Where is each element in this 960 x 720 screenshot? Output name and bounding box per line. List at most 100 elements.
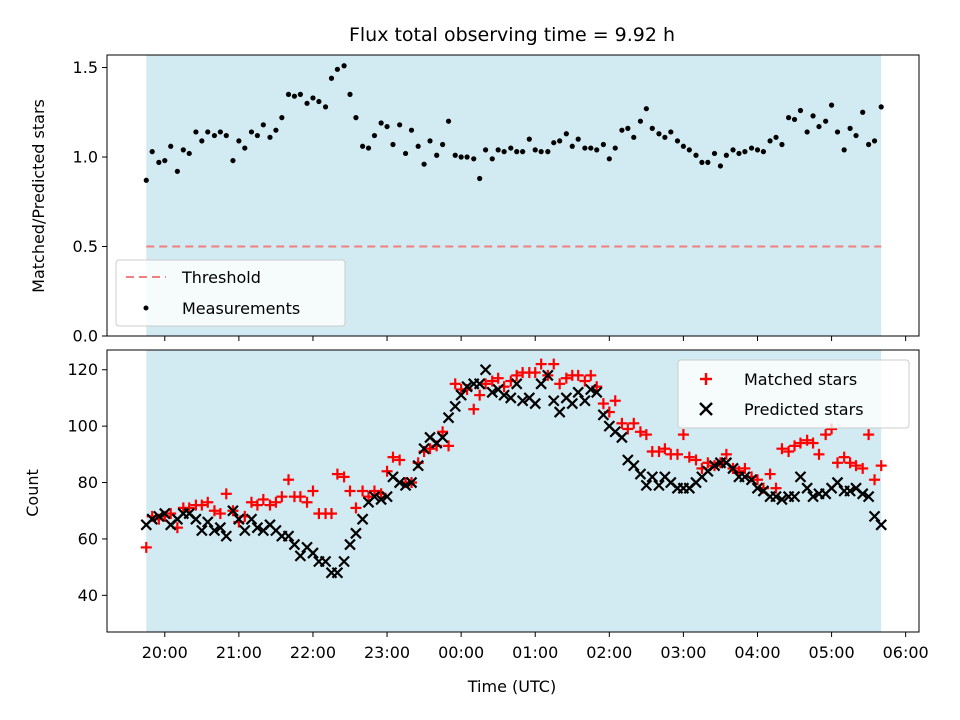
predicted-star-point	[708, 459, 721, 472]
matched-star-point	[863, 429, 875, 441]
bottom-legend: Matched stars Predicted stars	[677, 359, 910, 429]
predicted-star-point	[862, 490, 875, 503]
matched-star-point	[492, 372, 504, 384]
measurement-point	[501, 149, 507, 155]
predicted-star-point	[412, 459, 424, 472]
legend-measurements-swatch	[143, 305, 149, 311]
matched-star-point	[857, 462, 869, 474]
bottom-y-axis-label: Count	[23, 469, 42, 517]
measurement-point	[415, 143, 421, 149]
predicted-star-point	[597, 409, 610, 421]
measurement-point	[637, 118, 644, 124]
measurement-point	[717, 163, 724, 169]
top-legend: Threshold Measurements	[115, 259, 346, 327]
measurement-point	[242, 145, 248, 151]
measurement-point	[285, 91, 292, 97]
matched-star-point	[424, 443, 436, 455]
predicted-star-point	[196, 524, 208, 537]
matched-star-point	[437, 426, 449, 438]
matched-star-point	[394, 454, 406, 466]
measurement-point	[823, 118, 829, 124]
measurement-point	[557, 138, 563, 144]
measurement-point	[156, 159, 162, 165]
measurement-point	[625, 125, 631, 131]
matched-star-point	[257, 493, 269, 505]
x-tick-label: 23:00	[364, 643, 410, 662]
predicted-star-point	[227, 504, 239, 517]
predicted-star-point	[436, 431, 449, 444]
predicted-star-point	[418, 442, 430, 455]
matched-star-point	[739, 462, 751, 474]
matched-star-point	[511, 369, 523, 381]
measurement-point	[273, 127, 279, 133]
matched-star-point	[529, 367, 541, 379]
predicted-star-point	[831, 476, 844, 489]
matched-star-point	[653, 446, 665, 458]
measurement-point	[254, 132, 260, 139]
matched-star-point	[794, 437, 806, 449]
predicted-star-point	[251, 521, 264, 534]
matched-star-point	[609, 395, 621, 407]
predicted-star-point	[344, 538, 356, 551]
y-tick-label: 0.5	[73, 237, 98, 256]
measurement-point	[445, 118, 452, 124]
predicted-star-point	[579, 394, 591, 407]
measurement-point	[551, 140, 557, 146]
measurement-point	[773, 134, 779, 140]
matched-star-point	[474, 389, 486, 401]
predicted-star-point	[319, 555, 332, 568]
matched-star-point	[640, 429, 652, 441]
matched-star-point	[628, 417, 640, 429]
measurement-point	[532, 147, 538, 153]
measurement-point	[174, 168, 180, 174]
predicted-star-point	[856, 488, 869, 500]
predicted-star-point	[486, 386, 499, 399]
measurement-point	[853, 132, 859, 139]
matched-star-point	[325, 508, 337, 520]
x-tick-label: 04:00	[734, 643, 780, 662]
matched-star-point	[264, 499, 276, 511]
predicted-star-point	[350, 527, 362, 540]
measurement-point	[365, 145, 372, 151]
predicted-star-point	[146, 513, 158, 525]
matched-star-point	[844, 457, 856, 469]
measurement-point	[767, 138, 773, 144]
predicted-star-point	[776, 493, 788, 506]
x-tick-label: 01:00	[512, 643, 558, 662]
matched-star-point	[869, 474, 881, 486]
matched-star-point	[307, 485, 319, 497]
x-axis-label: Time (UTC)	[467, 677, 556, 696]
measurement-point	[304, 100, 310, 106]
measurement-point	[347, 91, 353, 97]
measurement-point	[341, 63, 347, 69]
matched-star-point	[677, 429, 689, 441]
x-tick-label: 20:00	[142, 643, 188, 662]
bottom-x-ticks: 20:00 21:00 22:00 23:00 00:00 01:00 02:00 03:00…	[142, 632, 929, 662]
measurement-point	[260, 122, 266, 128]
legend-threshold-label: Threshold	[181, 268, 261, 287]
top-y-axis-label: Matched/Predicted stars	[29, 99, 48, 293]
measurement-point	[520, 149, 526, 155]
matched-star-point	[387, 451, 399, 463]
predicted-star-point	[399, 479, 412, 492]
measurement-point	[693, 152, 699, 158]
measurement-point	[526, 136, 532, 142]
measurement-point	[631, 134, 637, 140]
matched-star-point	[875, 460, 887, 472]
matched-star-point	[634, 426, 646, 438]
measurement-point	[360, 143, 366, 149]
predicted-star-point	[794, 471, 807, 483]
predicted-star-point	[542, 369, 554, 382]
matched-star-point	[850, 460, 862, 472]
measurement-point	[267, 134, 273, 140]
measurement-point	[730, 147, 736, 153]
matched-star-point	[350, 502, 362, 514]
matched-star-point	[764, 468, 776, 480]
predicted-star-point	[868, 510, 881, 523]
matched-star-point	[690, 454, 702, 466]
predicted-star-point	[547, 394, 560, 407]
matched-star-point	[720, 448, 732, 460]
y-tick-label: 1.0	[73, 148, 98, 167]
measurement-point	[680, 143, 687, 149]
predicted-star-point	[307, 547, 319, 559]
